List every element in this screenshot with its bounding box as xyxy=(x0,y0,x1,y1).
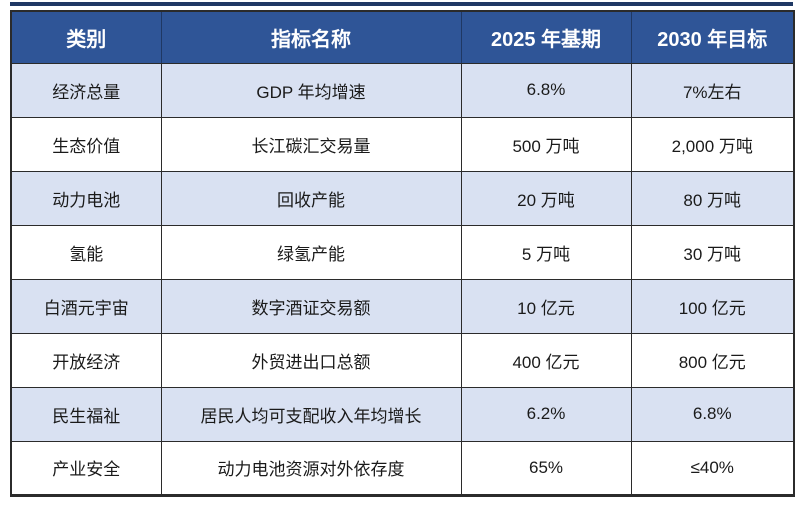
table-header: 类别 指标名称 2025 年基期 2030 年目标 xyxy=(10,10,795,64)
header-row: 类别 指标名称 2025 年基期 2030 年目标 xyxy=(10,10,795,64)
cell-target: 30 万吨 xyxy=(630,224,795,280)
header-indicator: 指标名称 xyxy=(160,10,462,64)
cell-indicator: 绿氢产能 xyxy=(160,224,462,280)
cell-category: 开放经济 xyxy=(10,332,162,388)
cell-target: 800 亿元 xyxy=(630,332,795,388)
cell-indicator: 外贸进出口总额 xyxy=(160,332,462,388)
cell-category: 民生福祉 xyxy=(10,386,162,442)
cell-indicator: 回收产能 xyxy=(160,170,462,226)
cell-indicator: 动力电池资源对外依存度 xyxy=(160,440,462,496)
cell-base: 65% xyxy=(460,440,632,496)
cell-target: 7%左右 xyxy=(630,62,795,118)
cell-base: 400 亿元 xyxy=(460,332,632,388)
top-accent-rule xyxy=(10,2,793,6)
cell-target: 6.8% xyxy=(630,386,795,442)
header-category: 类别 xyxy=(10,10,162,64)
cell-base: 5 万吨 xyxy=(460,224,632,280)
cell-category: 产业安全 xyxy=(10,440,162,496)
cell-category: 生态价值 xyxy=(10,116,162,172)
cell-category: 经济总量 xyxy=(10,62,162,118)
header-base-2025: 2025 年基期 xyxy=(460,10,632,64)
table-row: 动力电池 回收产能 20 万吨 80 万吨 xyxy=(10,170,795,226)
cell-category: 白酒元宇宙 xyxy=(10,278,162,334)
indicator-table: 类别 指标名称 2025 年基期 2030 年目标 经济总量 GDP 年均增速 … xyxy=(10,10,795,497)
cell-base: 500 万吨 xyxy=(460,116,632,172)
cell-base: 6.8% xyxy=(460,62,632,118)
cell-base: 10 亿元 xyxy=(460,278,632,334)
cell-target: ≤40% xyxy=(630,440,795,496)
table-row: 生态价值 长江碳汇交易量 500 万吨 2,000 万吨 xyxy=(10,116,795,172)
table-row: 白酒元宇宙 数字酒证交易额 10 亿元 100 亿元 xyxy=(10,278,795,334)
table-body: 经济总量 GDP 年均增速 6.8% 7%左右 生态价值 长江碳汇交易量 500… xyxy=(10,62,795,496)
table-row: 氢能 绿氢产能 5 万吨 30 万吨 xyxy=(10,224,795,280)
cell-indicator: 长江碳汇交易量 xyxy=(160,116,462,172)
cell-base: 6.2% xyxy=(460,386,632,442)
header-target-2030: 2030 年目标 xyxy=(630,10,795,64)
cell-target: 80 万吨 xyxy=(630,170,795,226)
cell-base: 20 万吨 xyxy=(460,170,632,226)
table-row: 民生福祉 居民人均可支配收入年均增长 6.2% 6.8% xyxy=(10,386,795,442)
cell-category: 动力电池 xyxy=(10,170,162,226)
table-row: 经济总量 GDP 年均增速 6.8% 7%左右 xyxy=(10,62,795,118)
table-row: 产业安全 动力电池资源对外依存度 65% ≤40% xyxy=(10,440,795,496)
cell-target: 100 亿元 xyxy=(630,278,795,334)
cell-indicator: 数字酒证交易额 xyxy=(160,278,462,334)
table-row: 开放经济 外贸进出口总额 400 亿元 800 亿元 xyxy=(10,332,795,388)
cell-indicator: 居民人均可支配收入年均增长 xyxy=(160,386,462,442)
cell-target: 2,000 万吨 xyxy=(630,116,795,172)
cell-category: 氢能 xyxy=(10,224,162,280)
cell-indicator: GDP 年均增速 xyxy=(160,62,462,118)
